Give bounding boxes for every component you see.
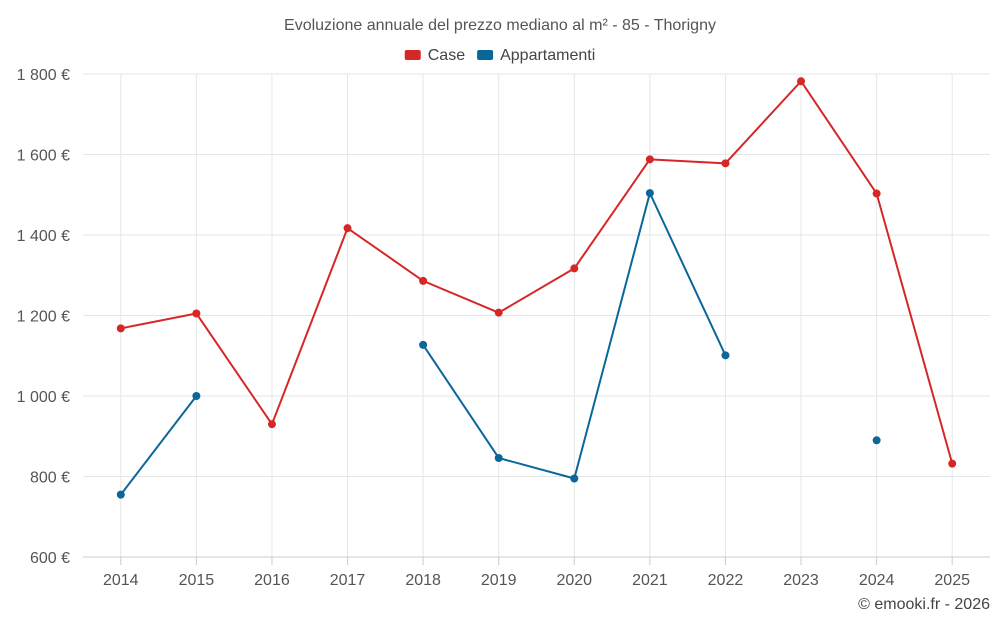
x-tick-label: 2019: [481, 572, 517, 589]
data-point[interactable]: [721, 351, 730, 360]
legend-item-appartamenti[interactable]: Appartamenti: [477, 47, 595, 64]
grid: [83, 73, 990, 557]
x-tick-label: 2021: [632, 572, 668, 589]
legend-label: Appartamenti: [500, 47, 595, 64]
axes: 600 € 800 € 1 000 € 1 200 € 1 400 € 1 600 € 1 …: [17, 67, 990, 589]
data-point[interactable]: [494, 453, 503, 462]
y-tick-label: 1 600 €: [17, 148, 70, 165]
legend[interactable]: Case Appartamenti: [404, 47, 596, 64]
data-point[interactable]: [570, 264, 579, 273]
data-point[interactable]: [192, 392, 201, 400]
series-line: [119, 395, 198, 496]
legend-item-case[interactable]: Case: [404, 47, 465, 64]
legend-swatch: [404, 50, 421, 60]
chart-title: Evoluzione annuale del prezzo mediano al…: [284, 17, 716, 34]
legend-swatch: [477, 50, 494, 60]
data-point[interactable]: [267, 420, 276, 429]
data-point[interactable]: [494, 308, 503, 317]
x-tick-label: 2014: [103, 572, 139, 589]
credit: © emooki.fr - 2026: [858, 596, 990, 613]
data-point[interactable]: [116, 490, 125, 499]
data-point[interactable]: [419, 340, 428, 349]
data-point[interactable]: [645, 189, 654, 198]
x-tick-label: 2025: [934, 572, 970, 589]
x-tick-label: 2015: [179, 572, 215, 589]
data-point[interactable]: [797, 77, 806, 86]
x-tick-label: 2022: [708, 572, 744, 589]
series-line: [120, 80, 954, 464]
y-tick-label: 1 400 €: [17, 228, 70, 245]
x-tick-label: 2016: [254, 572, 290, 589]
series-case: [116, 77, 957, 468]
x-tick-label: 2018: [405, 572, 441, 589]
data-point[interactable]: [948, 459, 957, 468]
data-point[interactable]: [645, 155, 654, 164]
y-tick-label: 800 €: [30, 470, 70, 487]
data-point[interactable]: [419, 276, 428, 285]
x-tick-label: 2023: [783, 572, 819, 589]
data-point[interactable]: [721, 159, 730, 168]
data-point[interactable]: [570, 474, 579, 483]
data-point[interactable]: [872, 189, 881, 198]
series: [116, 77, 957, 499]
data-point[interactable]: [192, 309, 201, 318]
data-point[interactable]: [116, 324, 125, 333]
y-tick-label: 1 200 €: [17, 309, 70, 326]
x-tick-label: 2017: [330, 572, 366, 589]
y-tick-label: 600 €: [30, 550, 70, 567]
legend-label: Case: [428, 47, 465, 64]
series-appartamenti: [116, 189, 881, 499]
y-tick-label: 1 000 €: [17, 389, 70, 406]
x-tick-label: 2020: [556, 572, 592, 589]
data-point[interactable]: [872, 436, 881, 445]
x-tick-label: 2024: [859, 572, 895, 589]
data-point[interactable]: [343, 224, 352, 233]
y-tick-label: 1 800 €: [17, 67, 70, 84]
